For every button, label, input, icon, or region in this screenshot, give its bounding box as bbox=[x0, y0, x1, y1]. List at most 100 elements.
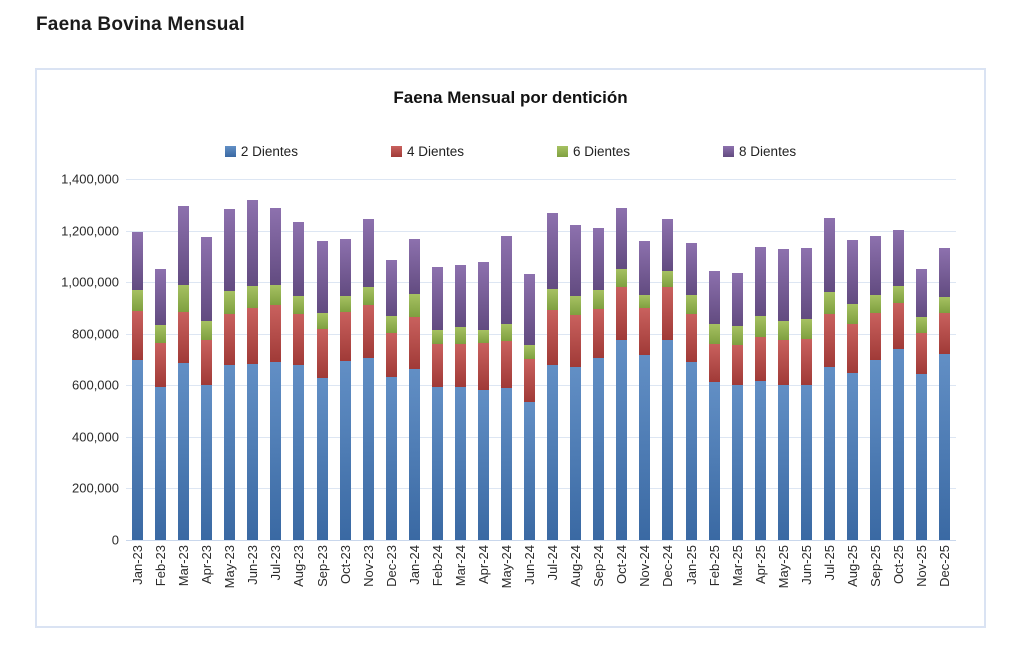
segment-8-dientes bbox=[777, 248, 789, 321]
stacked-bar-feb-23 bbox=[155, 268, 167, 540]
segment-4-dientes bbox=[155, 343, 167, 387]
x-tick-label: Aug-23 bbox=[291, 545, 307, 587]
segment-6-dientes bbox=[823, 292, 835, 315]
stacked-bar-jun-23 bbox=[247, 199, 259, 540]
x-slot: Jan-25 bbox=[680, 545, 703, 617]
bar-slot-nov-23 bbox=[357, 179, 380, 540]
segment-8-dientes bbox=[916, 268, 928, 317]
bar-slot-jan-25 bbox=[680, 179, 703, 540]
segment-2-dientes bbox=[524, 402, 536, 540]
x-slot: Sep-25 bbox=[864, 545, 887, 617]
x-tick-label: Jun-23 bbox=[245, 545, 261, 585]
x-tick-label: Dec-23 bbox=[383, 545, 399, 587]
stacked-bar-dec-23 bbox=[385, 260, 397, 540]
segment-8-dientes bbox=[362, 219, 374, 288]
bar-slot-oct-24 bbox=[610, 179, 633, 540]
segment-6-dientes bbox=[224, 291, 236, 315]
x-slot: Oct-25 bbox=[887, 545, 910, 617]
x-tick-label: Apr-23 bbox=[199, 545, 215, 585]
bar-slot-apr-25 bbox=[749, 179, 772, 540]
bar-slot-feb-25 bbox=[703, 179, 726, 540]
legend-label: 8 Dientes bbox=[739, 144, 797, 159]
stacked-bar-oct-25 bbox=[893, 229, 905, 540]
stacked-bar-oct-23 bbox=[339, 238, 351, 540]
x-tick-label: Jan-25 bbox=[683, 545, 699, 585]
x-slot: Mar-23 bbox=[172, 545, 195, 617]
segment-8-dientes bbox=[408, 238, 420, 294]
stacked-bar-mar-23 bbox=[178, 206, 190, 540]
segment-8-dientes bbox=[293, 221, 305, 296]
x-tick-label: Oct-23 bbox=[337, 545, 353, 585]
bar-slot-nov-24 bbox=[633, 179, 656, 540]
stacked-bar-sep-23 bbox=[316, 241, 328, 540]
x-slot: Jun-23 bbox=[241, 545, 264, 617]
legend-swatch-icon bbox=[723, 146, 735, 157]
segment-2-dientes bbox=[639, 354, 651, 540]
segment-6-dientes bbox=[939, 297, 951, 313]
segment-6-dientes bbox=[339, 296, 351, 313]
bar-slot-sep-24 bbox=[587, 179, 610, 540]
bar-slot-may-24 bbox=[495, 179, 518, 540]
x-tick-label: Jul-24 bbox=[545, 545, 561, 581]
bar-slot-oct-23 bbox=[334, 179, 357, 540]
bar-slot-jul-25 bbox=[818, 179, 841, 540]
segment-8-dientes bbox=[939, 247, 951, 298]
stacked-bar-nov-23 bbox=[362, 219, 374, 540]
stacked-bar-jul-25 bbox=[823, 217, 835, 540]
segment-4-dientes bbox=[408, 316, 420, 369]
segment-6-dientes bbox=[708, 323, 720, 344]
x-slot: Oct-24 bbox=[610, 545, 633, 617]
segment-6-dientes bbox=[178, 285, 190, 312]
segment-2-dientes bbox=[916, 373, 928, 540]
segment-6-dientes bbox=[132, 289, 144, 312]
bar-slot-jul-24 bbox=[541, 179, 564, 540]
segment-4-dientes bbox=[893, 302, 905, 350]
y-tick-label: 0 bbox=[111, 532, 119, 548]
segment-8-dientes bbox=[570, 224, 582, 297]
segment-8-dientes bbox=[201, 237, 213, 322]
x-axis-line bbox=[126, 540, 956, 541]
stacked-bar-mar-25 bbox=[731, 273, 743, 540]
segment-6-dientes bbox=[731, 326, 743, 346]
x-slot: Feb-25 bbox=[703, 545, 726, 617]
x-slot: Feb-24 bbox=[426, 545, 449, 617]
x-slot: Jan-24 bbox=[403, 545, 426, 617]
x-slot: Oct-23 bbox=[334, 545, 357, 617]
bar-slot-feb-23 bbox=[149, 179, 172, 540]
x-tick-label: May-24 bbox=[499, 545, 515, 589]
segment-2-dientes bbox=[708, 381, 720, 540]
bar-slot-jan-23 bbox=[126, 179, 149, 540]
x-slot: May-24 bbox=[495, 545, 518, 617]
x-tick-label: Aug-25 bbox=[844, 545, 860, 587]
stacked-bar-oct-24 bbox=[616, 208, 628, 540]
x-tick-label: Aug-24 bbox=[568, 545, 584, 587]
y-tick-label: 1,200,000 bbox=[61, 223, 119, 239]
x-tick-label: Dec-25 bbox=[937, 545, 953, 587]
x-tick-label: Jul-25 bbox=[821, 545, 837, 581]
x-tick-label: Jan-24 bbox=[406, 545, 422, 585]
bar-slot-apr-24 bbox=[472, 179, 495, 540]
segment-2-dientes bbox=[408, 368, 420, 540]
stacked-bar-apr-25 bbox=[754, 246, 766, 540]
segment-8-dientes bbox=[593, 228, 605, 291]
segment-4-dientes bbox=[731, 345, 743, 386]
segment-8-dientes bbox=[547, 213, 559, 289]
stacked-bar-dec-25 bbox=[939, 247, 951, 540]
stacked-bar-nov-25 bbox=[916, 268, 928, 540]
x-slot: Apr-25 bbox=[749, 545, 772, 617]
gridline bbox=[126, 436, 956, 438]
x-slot: Jun-25 bbox=[795, 545, 818, 617]
bar-slot-feb-24 bbox=[426, 179, 449, 540]
stacked-bar-feb-24 bbox=[431, 267, 443, 540]
legend-swatch-icon bbox=[224, 146, 236, 157]
segment-4-dientes bbox=[662, 286, 674, 340]
stacked-bar-jun-24 bbox=[524, 273, 536, 540]
y-tick-label: 1,400,000 bbox=[61, 171, 119, 187]
segment-6-dientes bbox=[662, 270, 674, 287]
legend-item-6-dientes: 6 Dientes bbox=[557, 144, 630, 159]
segment-4-dientes bbox=[224, 314, 236, 366]
x-tick-label: Feb-25 bbox=[706, 545, 722, 587]
segment-6-dientes bbox=[477, 329, 489, 343]
segment-6-dientes bbox=[570, 296, 582, 315]
segment-2-dientes bbox=[501, 387, 513, 540]
